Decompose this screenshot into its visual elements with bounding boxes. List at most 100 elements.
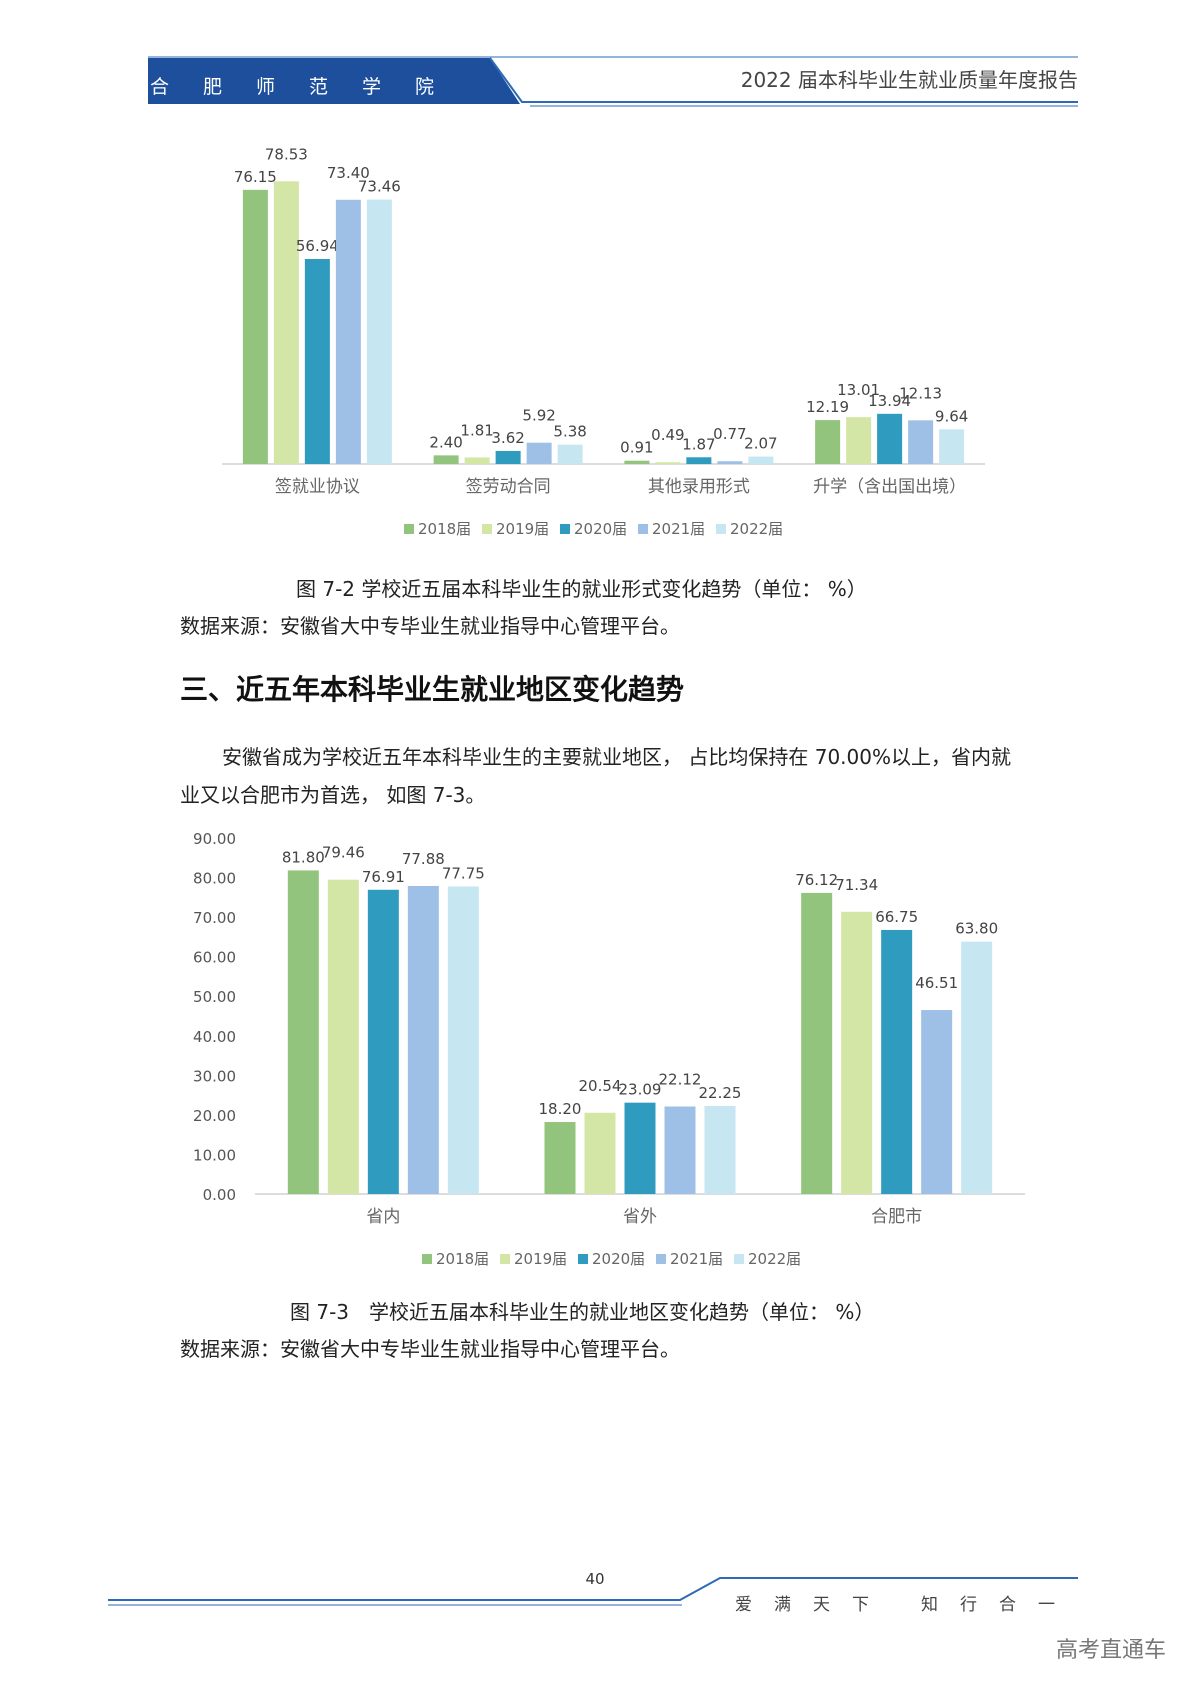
y-tick-label: 20.00: [193, 1107, 236, 1125]
bar-2022届: [557, 444, 583, 464]
data-label: 20.54: [579, 1077, 622, 1095]
figure-7-2-caption: 图 7-2 学校近五届本科毕业生的就业形式变化趋势（单位： %）: [296, 577, 867, 601]
x-category-label: 省外: [623, 1207, 657, 1227]
legend-label: 2018届: [418, 520, 471, 538]
x-category-label: 省内: [366, 1207, 400, 1227]
y-tick-label: 90.00: [193, 830, 236, 848]
figure-7-3-source: 数据来源：安徽省大中专毕业生就业指导中心管理平台。: [180, 1337, 680, 1361]
data-label: 76.91: [362, 868, 405, 886]
data-label: 12.19: [806, 398, 849, 416]
data-label: 22.12: [659, 1071, 702, 1089]
bar-2019届: [584, 1112, 616, 1194]
data-label: 71.34: [835, 876, 878, 894]
legend-label: 2022届: [748, 1250, 801, 1268]
x-category-label: 其他录用形式: [648, 477, 750, 497]
bar-2018届: [815, 420, 841, 464]
data-label: 73.46: [358, 178, 401, 196]
school-name: 合肥师范学院: [150, 76, 469, 98]
data-label: 23.09: [619, 1081, 662, 1099]
bar-2020届: [877, 413, 903, 464]
data-label: 76.15: [234, 168, 277, 186]
x-category-label: 签就业协议: [275, 477, 360, 497]
data-label: 9.64: [935, 407, 968, 425]
legend-swatch: [422, 1254, 432, 1264]
y-tick-label: 60.00: [193, 949, 236, 967]
data-label: 5.92: [522, 407, 555, 425]
data-label: 79.46: [322, 844, 365, 862]
y-tick-label: 0.00: [203, 1186, 236, 1204]
page-number: 40: [585, 1570, 605, 1588]
bar-2019届: [655, 462, 681, 464]
motto-char: 满: [774, 1595, 791, 1615]
legend-swatch: [404, 524, 414, 534]
bar-2020届: [624, 1102, 656, 1194]
data-label: 63.80: [955, 920, 998, 938]
report-title: 2022 届本科毕业生就业质量年度报告: [740, 68, 1078, 92]
legend-swatch: [500, 1254, 510, 1264]
legend-swatch: [482, 524, 492, 534]
x-category-label: 合肥市: [871, 1207, 922, 1227]
data-label: 0.77: [713, 425, 746, 443]
bar-2020届: [367, 889, 399, 1194]
data-label: 77.88: [402, 850, 445, 868]
bar-2018届: [242, 189, 268, 465]
watermark: 高考直通车: [1055, 1638, 1166, 1663]
bar-2018届: [287, 870, 319, 1194]
data-label: 5.38: [553, 423, 586, 441]
data-label: 66.75: [875, 908, 918, 926]
legend-swatch: [578, 1254, 588, 1264]
data-label: 2.07: [744, 435, 777, 453]
employment-region-chart: 0.00 10.00 20.00 30.00 40.00 50.00 60.00 70.00 8…: [193, 830, 1025, 1268]
bar-2021届: [407, 885, 439, 1194]
y-tick-label: 70.00: [193, 909, 236, 927]
motto-char: 爱: [735, 1595, 752, 1615]
y-tick-label: 10.00: [193, 1146, 236, 1164]
data-label: 73.40: [327, 164, 370, 182]
motto-char: 天: [813, 1595, 830, 1615]
legend-label: 2022届: [730, 520, 783, 538]
bar-2019届: [273, 181, 299, 464]
x-category-label: 签劳动合同: [466, 477, 551, 497]
motto-char: 下: [852, 1595, 869, 1615]
footer-band: [108, 1577, 1078, 1606]
legend-label: 2020届: [574, 520, 627, 538]
motto-char: 合: [999, 1595, 1016, 1615]
bar-2019届: [841, 911, 873, 1194]
data-label: 76.12: [795, 871, 838, 889]
y-tick-label: 50.00: [193, 988, 236, 1006]
bar-2019届: [464, 457, 490, 464]
bar-2019届: [327, 879, 359, 1194]
legend-label: 2018届: [436, 1250, 489, 1268]
data-label: 3.62: [491, 429, 524, 447]
bar-2020届: [881, 929, 913, 1194]
bar-2021届: [908, 420, 934, 464]
data-label: 46.51: [915, 974, 958, 992]
data-label: 0.49: [651, 426, 684, 444]
y-tick-label: 30.00: [193, 1067, 236, 1085]
bar-2019届: [846, 417, 872, 464]
bar-2021届: [526, 442, 552, 464]
data-label: 1.81: [460, 421, 493, 439]
data-label: 13.01: [837, 381, 880, 399]
data-label: 12.13: [899, 384, 942, 402]
bar-2018届: [801, 892, 833, 1194]
data-label: 2.40: [429, 433, 462, 451]
legend-label: 2020届: [592, 1250, 645, 1268]
bar-2021届: [335, 199, 361, 464]
data-label: 0.91: [620, 439, 653, 457]
data-label: 56.94: [296, 237, 339, 255]
section-heading: 三、近五年本科毕业生就业地区变化趋势: [180, 673, 685, 706]
legend-swatch: [716, 524, 726, 534]
data-label: 77.75: [442, 864, 485, 882]
bar-2018届: [433, 455, 459, 464]
legend-label: 2019届: [496, 520, 549, 538]
bar-2020届: [495, 450, 521, 464]
motto-char: 行: [960, 1595, 977, 1615]
x-category-label: 升学（含出国出境）: [813, 477, 966, 497]
y-tick-label: 40.00: [193, 1028, 236, 1046]
legend-label: 2021届: [670, 1250, 723, 1268]
legend-swatch: [734, 1254, 744, 1264]
bar-2022届: [961, 941, 993, 1194]
figure-7-3-caption: 图 7-3 学校近五届本科毕业生的就业地区变化趋势（单位： %）: [290, 1300, 875, 1324]
bar-2020届: [304, 259, 330, 464]
